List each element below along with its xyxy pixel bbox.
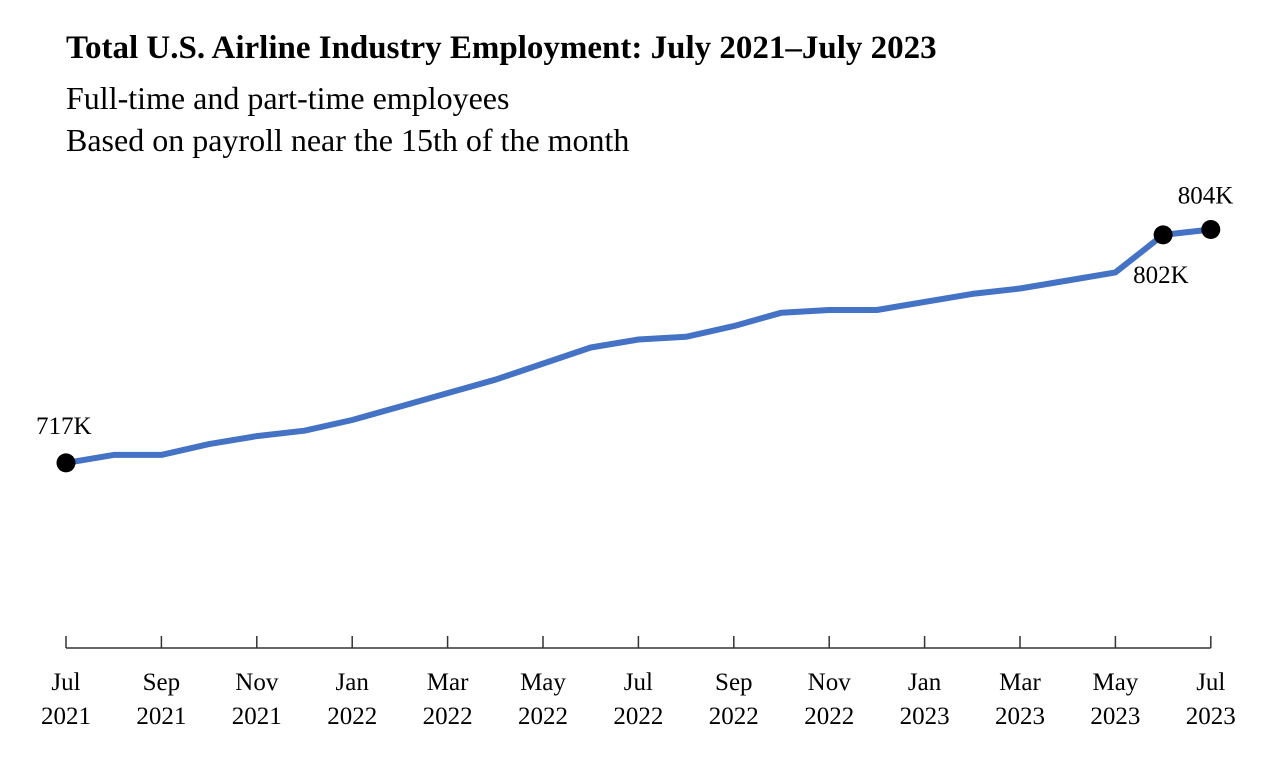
data-label: 717K xyxy=(36,413,92,440)
x-tick-label-year: 2023 xyxy=(995,703,1045,730)
x-tick-label-year: 2021 xyxy=(232,703,282,730)
x-tick-label-month: Jan xyxy=(908,669,942,696)
x-tick-label-month: May xyxy=(520,669,566,696)
x-tick-label-month: Mar xyxy=(427,669,469,696)
x-tick-label-year: 2021 xyxy=(136,703,186,730)
x-tick-label-year: 2022 xyxy=(709,703,759,730)
x-tick-label-year: 2022 xyxy=(327,703,377,730)
point-marker xyxy=(1153,225,1173,245)
x-tick-label-month: Jul xyxy=(624,669,653,696)
chart-subtitle-line-1: Full-time and part-time employees xyxy=(66,80,510,116)
series-line xyxy=(63,226,1214,466)
x-tick-label-month: May xyxy=(1092,669,1138,696)
data-label: 804K xyxy=(1178,183,1234,210)
x-tick-label-year: 2023 xyxy=(900,703,950,730)
x-tick-label-month: Jul xyxy=(1196,669,1225,696)
x-tick-label-month: Nov xyxy=(235,669,279,696)
x-tick-label-month: Mar xyxy=(999,669,1041,696)
x-tick-label-year: 2021 xyxy=(41,703,91,730)
x-tick-label-year: 2023 xyxy=(1090,703,1140,730)
x-tick-label-year: 2022 xyxy=(518,703,568,730)
x-tick-label-month: Nov xyxy=(808,669,852,696)
chart-title: Total U.S. Airline Industry Employment: … xyxy=(66,30,937,66)
x-tick-label-year: 2023 xyxy=(1186,703,1236,730)
x-axis-ticks: Jul 2021 Sep 2021 Nov 2021 Jan 2022 Mar 2022 May 20… xyxy=(41,636,1236,730)
x-tick-label-month: Sep xyxy=(143,669,181,696)
x-tick-label-year: 2022 xyxy=(613,703,663,730)
point-marker xyxy=(1201,220,1221,240)
data-label: 802K xyxy=(1133,262,1189,289)
x-tick-label-year: 2022 xyxy=(423,703,473,730)
x-tick-label-month: Sep xyxy=(715,669,753,696)
data-labels: 717K 802K 804K xyxy=(36,183,1233,440)
x-tick-label-year: 2022 xyxy=(804,703,854,730)
x-tick-label-month: Jul xyxy=(51,669,80,696)
point-markers xyxy=(56,220,1221,473)
x-tick-label-month: Jan xyxy=(336,669,370,696)
chart-subtitle-line-2: Based on payroll near the 15th of the mo… xyxy=(66,122,630,158)
point-marker xyxy=(56,453,76,473)
